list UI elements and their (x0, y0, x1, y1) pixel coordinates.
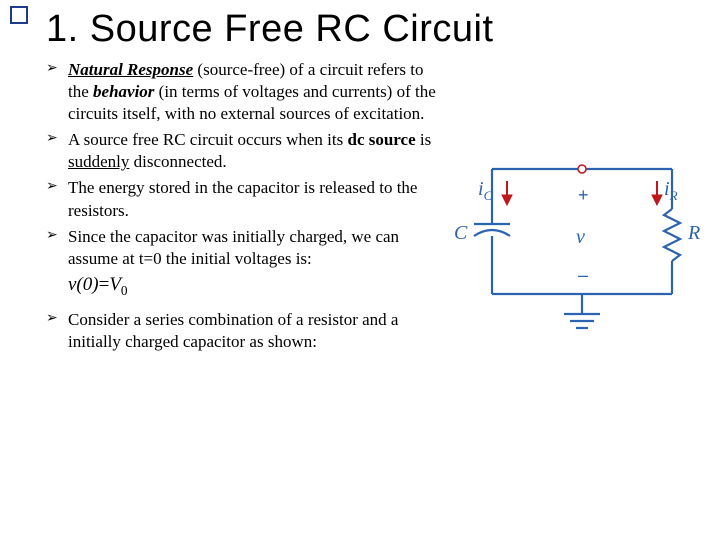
text-run: suddenly (68, 152, 129, 171)
arrow-ir (652, 181, 662, 205)
text-column: Natural Response (source-free) of a circ… (46, 59, 446, 357)
text-run: Since the capacitor was initially charge… (68, 227, 399, 268)
label-iR: iR (664, 178, 678, 203)
text-run: A source free RC circuit occurs when its (68, 130, 347, 149)
text-run: Natural Response (68, 60, 193, 79)
text-run: Consider a series combination of a resis… (68, 310, 398, 351)
bullet-item: Since the capacitor was initially charge… (46, 226, 446, 270)
bullet-item: Natural Response (source-free) of a circ… (46, 59, 446, 125)
label-minus: – (578, 265, 588, 285)
bullet-item: The energy stored in the capacitor is re… (46, 177, 446, 221)
label-plus: + (578, 185, 589, 205)
bullet-list-2: Consider a series combination of a resis… (46, 309, 446, 353)
text-run: disconnected. (129, 152, 226, 171)
text-run: behavior (93, 82, 154, 101)
bullet-item: A source free RC circuit occurs when its… (46, 129, 446, 173)
label-v: v (576, 226, 585, 248)
formula-v0: v(0)=V0 (68, 274, 446, 299)
text-run: is (416, 130, 432, 149)
page-title: 1. Source Free RC Circuit (46, 8, 702, 51)
label-C: C (454, 222, 468, 244)
bullet-item: Consider a series combination of a resis… (46, 309, 446, 353)
corner-square (10, 6, 28, 24)
label-iC: iC (478, 178, 493, 203)
label-R: R (687, 222, 700, 244)
arrow-ic (502, 181, 512, 205)
text-run: dc source (347, 130, 415, 149)
circuit-diagram: iC iR C v R + – (452, 59, 702, 354)
text-run: The energy stored in the capacitor is re… (68, 178, 417, 219)
bullet-list-1: Natural Response (source-free) of a circ… (46, 59, 446, 270)
